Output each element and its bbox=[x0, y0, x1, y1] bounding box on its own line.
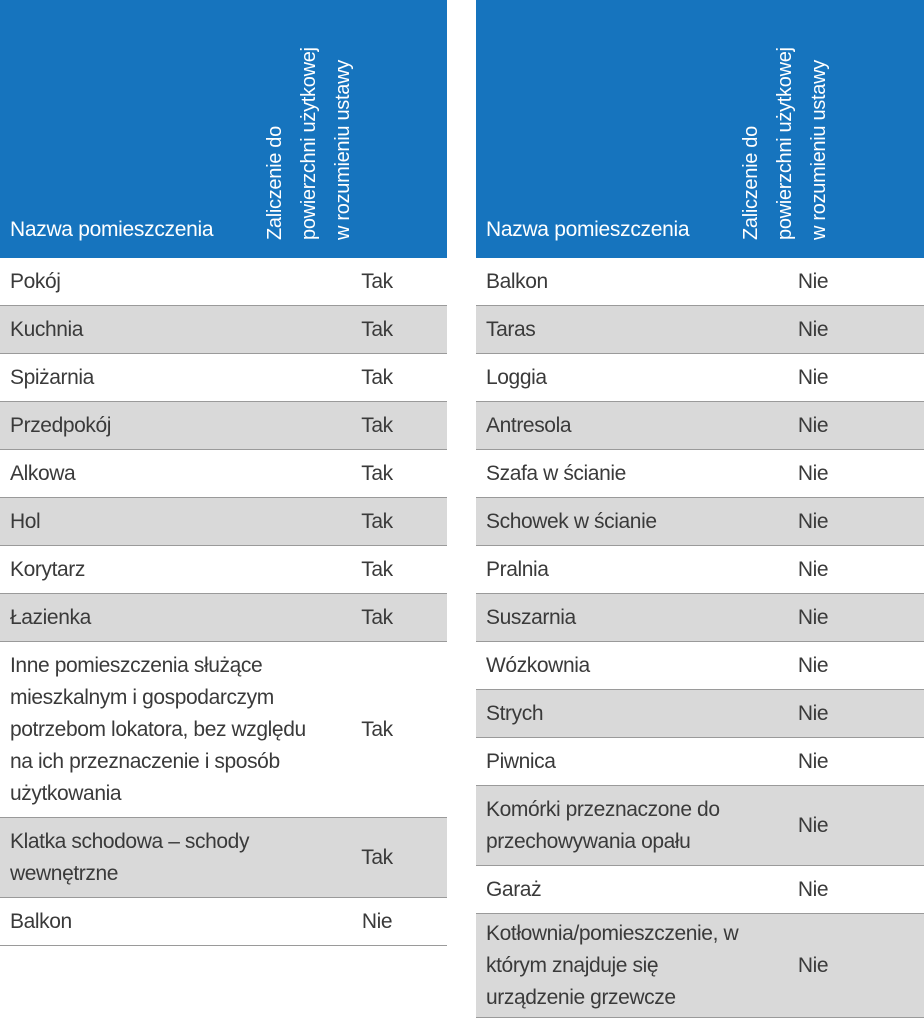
header-inclusion-line-2: powierzchni użytkowej bbox=[774, 47, 796, 240]
table-row: Schowek w ścianie Nie bbox=[476, 498, 924, 546]
inclusion-value-cell: Nie bbox=[797, 701, 829, 725]
header-inclusion-line-1: Zaliczenie do bbox=[264, 126, 286, 240]
inclusion-value-cell: Nie bbox=[797, 877, 829, 901]
table-row: Spiżarnia Tak bbox=[0, 354, 447, 402]
room-name-cell: Piwnica bbox=[486, 749, 556, 773]
inclusion-value-cell: Nie bbox=[797, 461, 829, 485]
inclusion-value-cell: Tak bbox=[361, 845, 393, 869]
left-table-header: Nazwa pomieszczenia Zaliczenie do powier… bbox=[0, 0, 447, 258]
table-row: Strych Nie bbox=[476, 690, 924, 738]
room-name-cell: Łazienka bbox=[10, 605, 91, 629]
room-name-cell: Komórki przeznaczone do przechowywania o… bbox=[486, 797, 720, 853]
room-name-cell: Szafa w ścianie bbox=[486, 461, 626, 485]
inclusion-value-cell: Nie bbox=[797, 605, 829, 629]
table-row: Wózkownia Nie bbox=[476, 642, 924, 690]
inclusion-value-cell: Nie bbox=[797, 653, 829, 677]
inclusion-value-cell: Nie bbox=[797, 365, 829, 389]
room-name-cell: Pralnia bbox=[486, 557, 549, 581]
inclusion-value-cell: Tak bbox=[361, 557, 393, 581]
table-row: Balkon Nie bbox=[476, 258, 924, 306]
left-table: Nazwa pomieszczenia Zaliczenie do powier… bbox=[0, 0, 447, 946]
table-row: Taras Nie bbox=[476, 306, 924, 354]
room-name-cell: Kuchnia bbox=[10, 317, 84, 341]
left-table-body: Pokój Tak Kuchnia Tak Spiżarnia Tak Przedpokój… bbox=[0, 258, 447, 946]
inclusion-value-cell: Nie bbox=[797, 749, 829, 773]
room-name-cell: Schowek w ścianie bbox=[486, 509, 657, 533]
room-name-cell: Strych bbox=[486, 701, 544, 725]
room-name-cell: Przedpokój bbox=[10, 413, 112, 437]
room-name-cell: Loggia bbox=[486, 365, 547, 389]
header-inclusion-line-1: Zaliczenie do bbox=[740, 126, 762, 240]
table-row: Inne pomieszczenia służące mieszkalnym i… bbox=[0, 642, 447, 818]
table-row: Hol Tak bbox=[0, 498, 447, 546]
room-name-cell: Inne pomieszczenia służące mieszkalnym i… bbox=[10, 653, 306, 805]
inclusion-value-cell: Tak bbox=[361, 605, 393, 629]
table-row: Pralnia Nie bbox=[476, 546, 924, 594]
header-inclusion: Zaliczenie do powierzchni użytkowej w ro… bbox=[734, 4, 836, 240]
inclusion-value-cell: Tak bbox=[361, 717, 393, 741]
table-row: Antresola Nie bbox=[476, 402, 924, 450]
room-name-cell: Garaż bbox=[486, 877, 542, 901]
table-row: Przedpokój Tak bbox=[0, 402, 447, 450]
room-name-cell: Balkon bbox=[486, 269, 548, 293]
right-table-header: Nazwa pomieszczenia Zaliczenie do powier… bbox=[476, 0, 924, 258]
room-name-cell: Pokój bbox=[10, 269, 61, 293]
inclusion-value-cell: Nie bbox=[797, 413, 829, 437]
right-table: Nazwa pomieszczenia Zaliczenie do powier… bbox=[476, 0, 924, 1018]
table-row: Suszarnia Nie bbox=[476, 594, 924, 642]
inclusion-value-cell: Nie bbox=[361, 909, 393, 933]
inclusion-value-cell: Tak bbox=[361, 413, 393, 437]
table-row: Kotłownia/pomieszczenie, w którym znajdu… bbox=[476, 914, 924, 1018]
header-inclusion-line-3: w rozumieniu ustawy bbox=[808, 60, 830, 240]
inclusion-value-cell: Tak bbox=[361, 365, 393, 389]
header-room-name: Nazwa pomieszczenia bbox=[486, 218, 690, 241]
room-name-cell: Klatka schodowa – schody wewnętrzne bbox=[10, 829, 250, 885]
table-row: Kuchnia Tak bbox=[0, 306, 447, 354]
header-room-name: Nazwa pomieszczenia bbox=[10, 218, 214, 241]
room-name-cell: Spiżarnia bbox=[10, 365, 94, 389]
room-name-cell: Wózkownia bbox=[486, 653, 590, 677]
table-row: Garaż Nie bbox=[476, 866, 924, 914]
inclusion-value-cell: Nie bbox=[797, 813, 829, 837]
table-row: Klatka schodowa – schody wewnętrzne Tak bbox=[0, 818, 447, 898]
table-row: Loggia Nie bbox=[476, 354, 924, 402]
header-inclusion-line-3: w rozumieniu ustawy bbox=[332, 60, 354, 240]
inclusion-value-cell: Tak bbox=[361, 269, 393, 293]
room-name-cell: Balkon bbox=[10, 909, 72, 933]
table-row: Korytarz Tak bbox=[0, 546, 447, 594]
header-inclusion-line-2: powierzchni użytkowej bbox=[298, 47, 320, 240]
inclusion-value-cell: Tak bbox=[361, 317, 393, 341]
inclusion-value-cell: Nie bbox=[797, 317, 829, 341]
room-name-cell: Alkowa bbox=[10, 461, 76, 485]
right-table-body: Balkon Nie Taras Nie Loggia Nie Antresola Nie Sz… bbox=[476, 258, 924, 1018]
room-name-cell: Antresola bbox=[486, 413, 572, 437]
room-name-cell: Hol bbox=[10, 509, 41, 533]
table-row: Alkowa Tak bbox=[0, 450, 447, 498]
table-row: Balkon Nie bbox=[0, 898, 447, 946]
room-name-cell: Korytarz bbox=[10, 557, 85, 581]
inclusion-value-cell: Tak bbox=[361, 509, 393, 533]
table-row: Pokój Tak bbox=[0, 258, 447, 306]
table-row: Komórki przeznaczone do przechowywania o… bbox=[476, 786, 924, 866]
inclusion-value-cell: Nie bbox=[797, 509, 829, 533]
table-row: Łazienka Tak bbox=[0, 594, 447, 642]
table-row: Szafa w ścianie Nie bbox=[476, 450, 924, 498]
room-name-cell: Suszarnia bbox=[486, 605, 576, 629]
inclusion-value-cell: Nie bbox=[797, 953, 829, 977]
table-row: Piwnica Nie bbox=[476, 738, 924, 786]
inclusion-value-cell: Nie bbox=[797, 557, 829, 581]
inclusion-value-cell: Nie bbox=[797, 269, 829, 293]
room-name-cell: Kotłownia/pomieszczenie, w którym znajdu… bbox=[486, 921, 739, 1009]
header-inclusion: Zaliczenie do powierzchni użytkowej w ro… bbox=[258, 4, 360, 240]
room-name-cell: Taras bbox=[486, 317, 536, 341]
inclusion-value-cell: Tak bbox=[361, 461, 393, 485]
